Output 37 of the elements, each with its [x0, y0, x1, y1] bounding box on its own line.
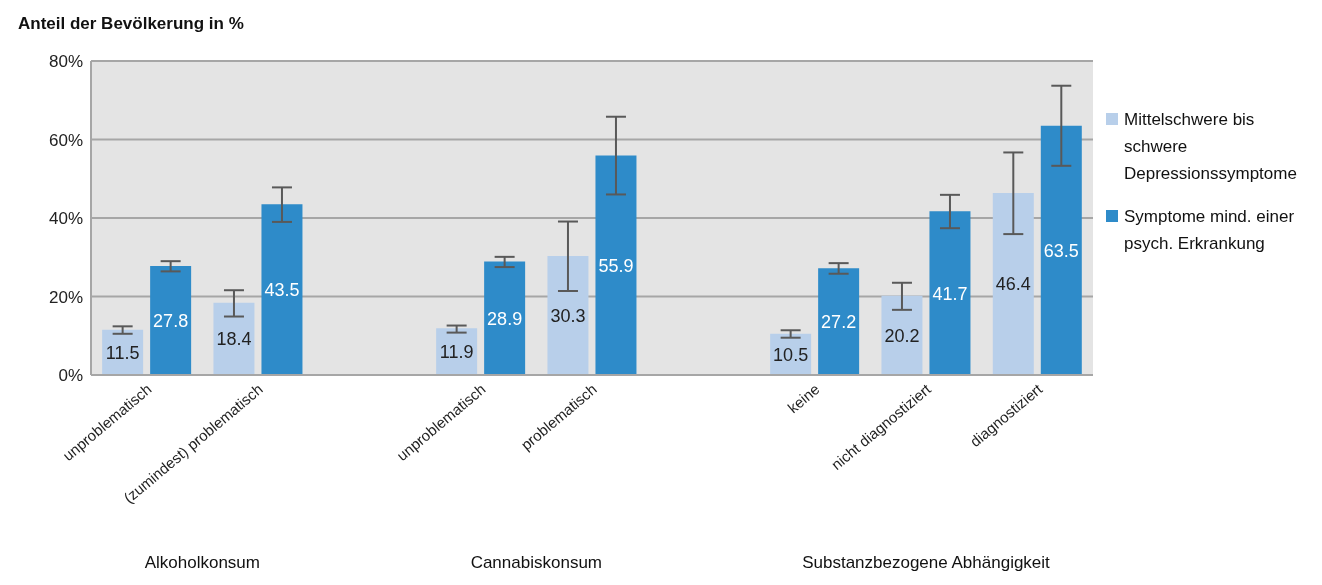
- bar: [992, 192, 1034, 375]
- legend-label: Mittelschwere bis schwere Depressionssymptome: [1124, 109, 1298, 185]
- bar: [213, 302, 255, 375]
- data-label: 20.2: [884, 325, 920, 346]
- data-label: 27.2: [821, 312, 857, 333]
- y-tick-label: 60%: [48, 130, 83, 150]
- data-label: 55.9: [598, 255, 634, 276]
- bar: [436, 328, 478, 375]
- bar: [595, 155, 637, 375]
- text: Cannabiskonsum: [469, 553, 603, 573]
- data-label: 30.3: [550, 305, 586, 326]
- text: Alkoholkonsum: [143, 553, 261, 573]
- data-label: 41.7: [932, 283, 968, 304]
- bar: [818, 268, 860, 375]
- y-tick-label: 20%: [48, 287, 83, 307]
- bar: [881, 295, 923, 375]
- data-label: 11.5: [105, 342, 140, 363]
- bar: [150, 265, 192, 375]
- data-label: 63.5: [1043, 240, 1079, 261]
- data-label: 27.8: [153, 310, 189, 331]
- data-label: 11.9: [439, 342, 474, 363]
- y-tick-label: 0%: [58, 366, 83, 386]
- bar: [547, 256, 589, 375]
- text: Substanzbezogene Abhängigkeit: [801, 553, 1051, 573]
- bar: [929, 211, 971, 375]
- bar: [261, 204, 303, 375]
- y-tick-label: 80%: [48, 52, 83, 72]
- y-tick-label: 40%: [48, 209, 83, 229]
- bar: [1040, 125, 1082, 375]
- legend-label: Symptome mind. einer psych. Erkrankung: [1124, 206, 1296, 255]
- data-label: 43.5: [264, 280, 300, 301]
- data-label: 10.5: [773, 344, 809, 365]
- data-label: 28.9: [487, 308, 523, 329]
- data-label: 46.4: [995, 274, 1031, 295]
- data-label: 18.4: [216, 329, 252, 350]
- y-axis-title: Anteil der Bevölkerung in %: [18, 14, 244, 34]
- bar: [484, 261, 526, 375]
